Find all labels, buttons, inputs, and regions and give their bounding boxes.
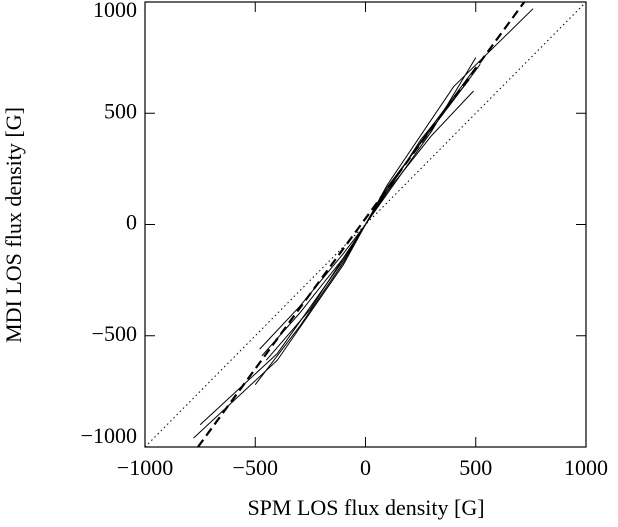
y-tick-label: 1000	[93, 0, 137, 22]
series-line	[193, 8, 534, 439]
y-axis-title: MDI LOS flux density [G]	[1, 107, 26, 343]
x-axis-title: SPM LOS flux density [G]	[247, 495, 484, 520]
x-tick-label: 0	[360, 455, 371, 480]
y-tick-label: −1000	[81, 423, 137, 448]
x-tick-label: −500	[233, 455, 278, 480]
x-tick-label: 500	[459, 455, 492, 480]
y-tick-label: 500	[104, 98, 137, 123]
series-line	[265, 79, 470, 361]
x-tick-label: 1000	[564, 455, 608, 480]
y-tick-label: −500	[92, 321, 137, 346]
series-line	[145, 2, 586, 447]
x-tick-label: −1000	[117, 455, 173, 480]
series-line	[197, 2, 526, 447]
y-tick-label: 0	[126, 210, 137, 235]
plot-lines	[145, 2, 586, 447]
